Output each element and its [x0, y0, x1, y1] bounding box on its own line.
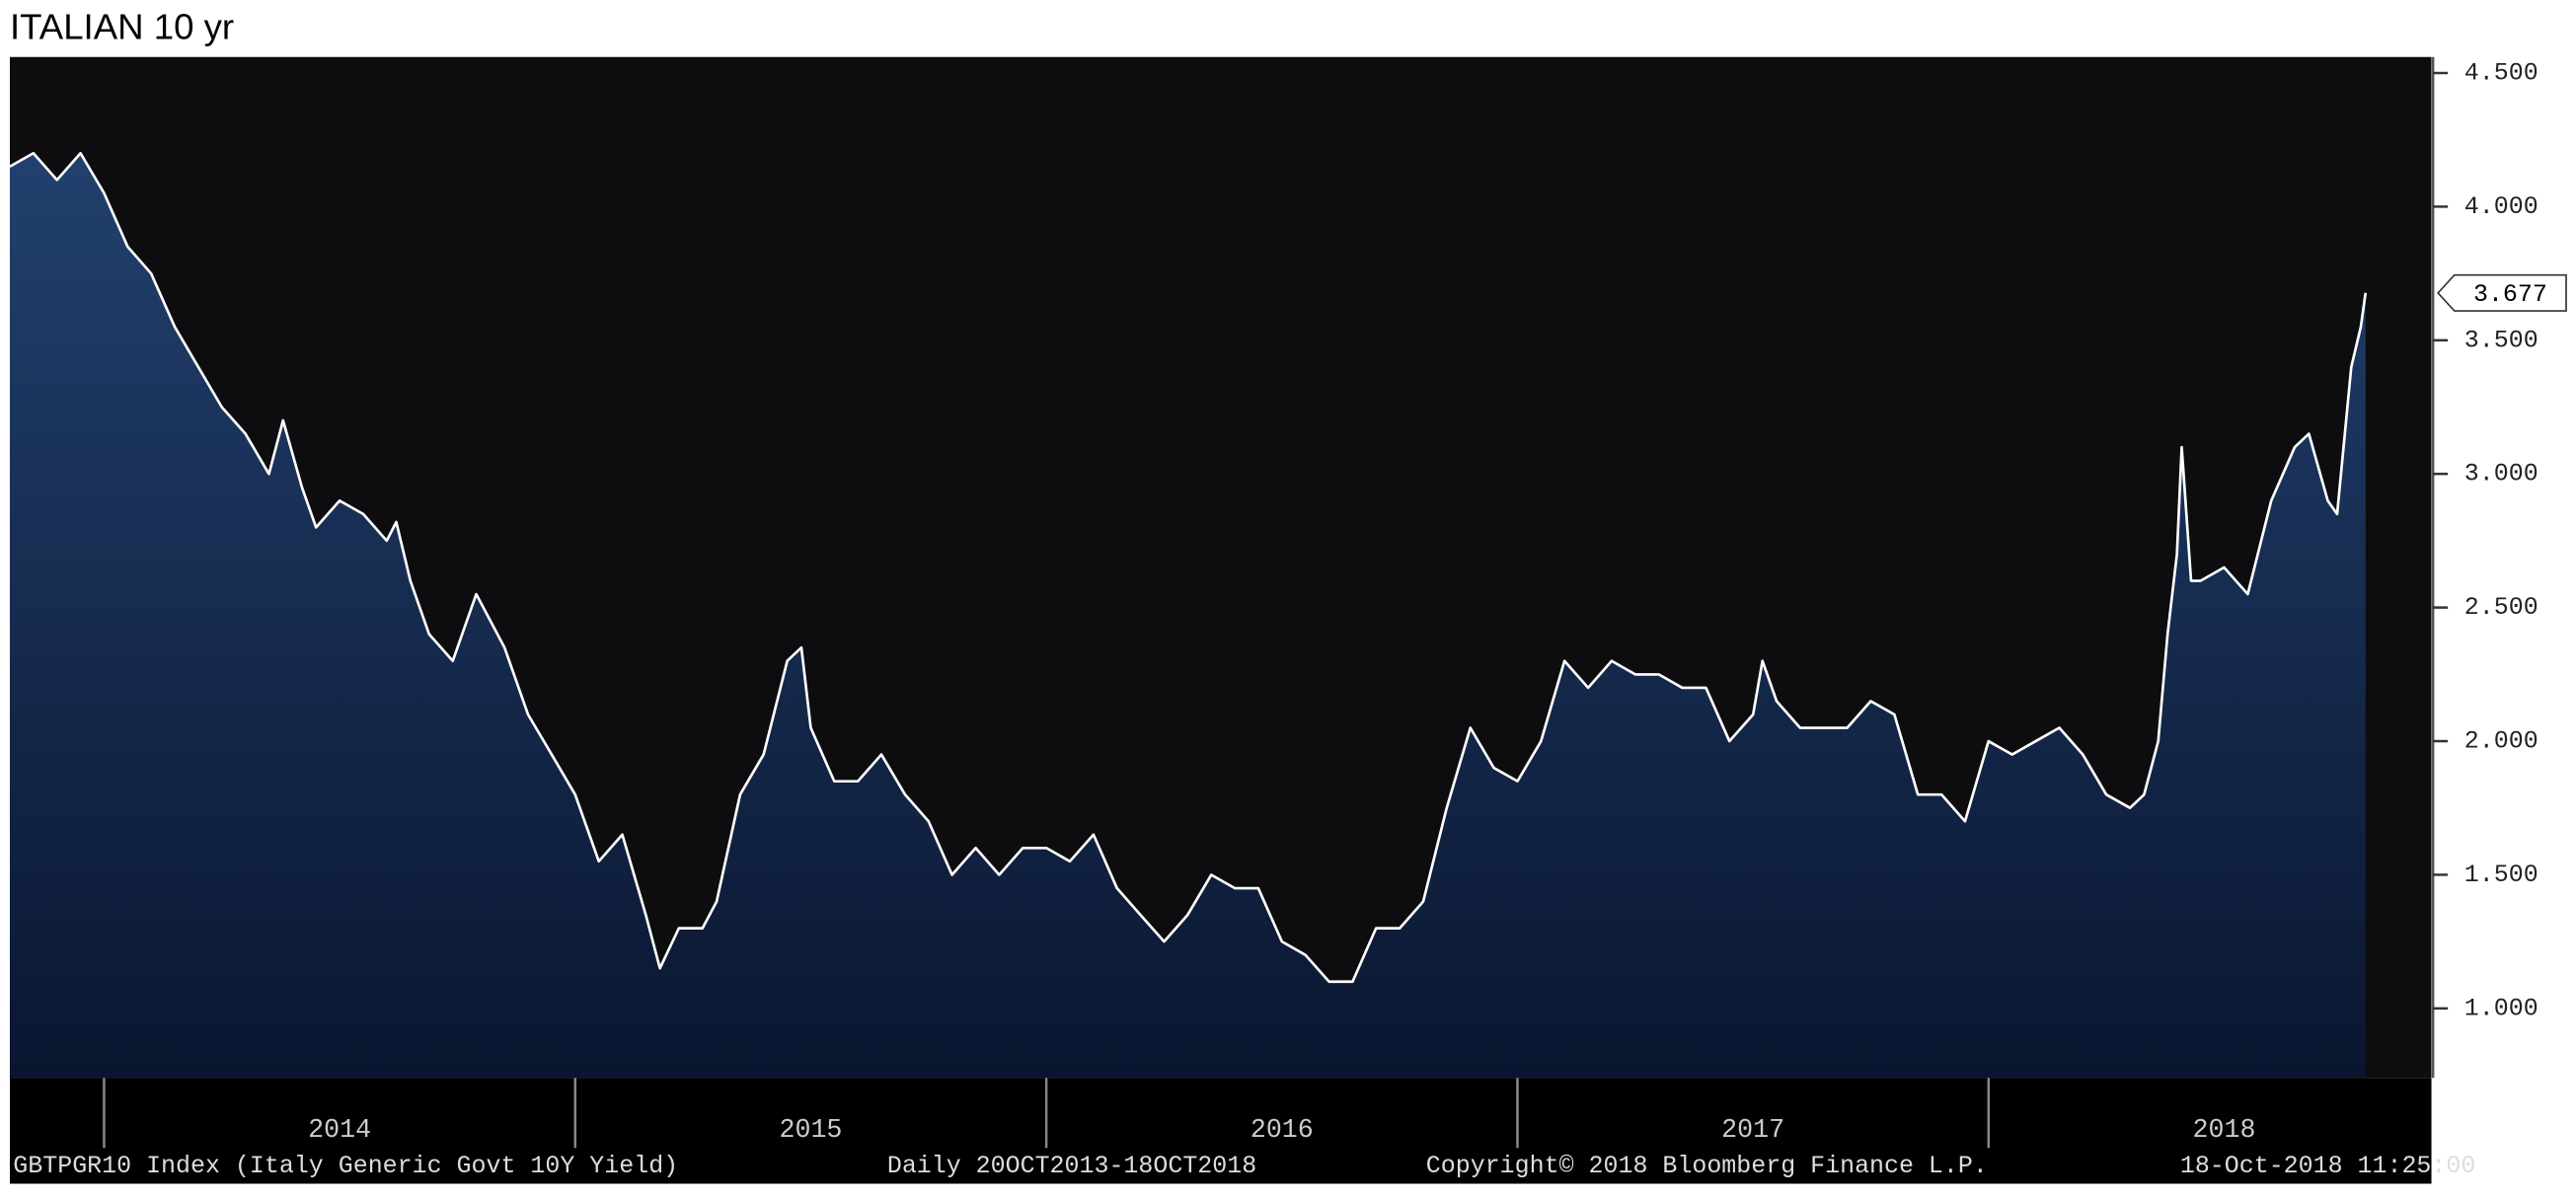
x-tick-label: 2018	[2193, 1115, 2256, 1145]
y-tick-label: 2.000	[2464, 728, 2538, 756]
x-tick-label: 2014	[308, 1115, 371, 1145]
y-tick-label: 1.500	[2464, 862, 2538, 889]
footer-text: Copyright© 2018 Bloomberg Finance L.P.	[1426, 1153, 1988, 1180]
footer-band	[9, 1078, 2432, 1184]
last-value-label: 3.677	[2473, 281, 2547, 309]
footer-text: Daily 20OCT2013-18OCT2018	[887, 1153, 1256, 1180]
chart-title: ITALIAN 10 yr	[10, 6, 234, 46]
last-value-tag	[2437, 273, 2567, 312]
footer-text: GBTPGR10 Index (Italy Generic Govt 10Y Y…	[13, 1153, 678, 1180]
y-tick-label: 4.500	[2464, 60, 2538, 88]
y-tick-label: 3.500	[2464, 327, 2538, 354]
x-tick-label: 2016	[1250, 1115, 1314, 1145]
y-tick-label: 3.000	[2464, 461, 2538, 488]
footer-text: 18-Oct-2018 11:25:00	[2180, 1153, 2475, 1180]
y-tick-label: 2.500	[2464, 594, 2538, 622]
x-tick-label: 2015	[780, 1115, 843, 1145]
area-fill	[9, 153, 2366, 1079]
y-tick-label: 1.000	[2464, 995, 2538, 1022]
y-tick-label: 4.000	[2464, 193, 2538, 221]
line	[9, 151, 2368, 984]
x-tick-label: 2017	[1721, 1115, 1784, 1145]
